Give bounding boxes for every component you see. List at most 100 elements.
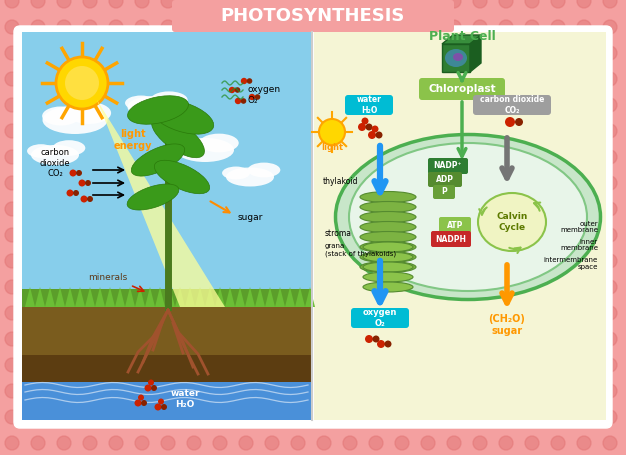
Ellipse shape: [131, 144, 185, 176]
Circle shape: [56, 57, 108, 109]
Circle shape: [603, 280, 617, 294]
Circle shape: [138, 394, 144, 400]
Polygon shape: [285, 287, 295, 307]
Ellipse shape: [226, 167, 274, 187]
Circle shape: [5, 46, 19, 60]
Circle shape: [135, 20, 149, 34]
Text: P: P: [441, 187, 447, 197]
Polygon shape: [35, 287, 45, 307]
Circle shape: [358, 123, 366, 131]
Circle shape: [577, 436, 591, 450]
Ellipse shape: [363, 262, 413, 272]
Polygon shape: [125, 287, 135, 307]
Circle shape: [31, 436, 45, 450]
Circle shape: [31, 0, 45, 8]
Circle shape: [291, 0, 305, 8]
FancyBboxPatch shape: [345, 95, 393, 115]
Circle shape: [291, 20, 305, 34]
Text: water
H₂O: water H₂O: [357, 95, 381, 115]
Circle shape: [5, 228, 19, 242]
Circle shape: [65, 66, 99, 100]
Circle shape: [551, 20, 565, 34]
Ellipse shape: [151, 116, 205, 158]
Polygon shape: [75, 287, 85, 307]
Circle shape: [265, 0, 279, 8]
Circle shape: [447, 0, 461, 8]
Text: minerals: minerals: [88, 273, 128, 282]
Text: NADPH: NADPH: [436, 234, 466, 243]
Circle shape: [148, 379, 154, 385]
Circle shape: [235, 87, 240, 93]
Circle shape: [371, 126, 379, 132]
Circle shape: [525, 20, 539, 34]
Circle shape: [317, 0, 331, 8]
Ellipse shape: [127, 184, 179, 210]
Circle shape: [551, 436, 565, 450]
Circle shape: [151, 385, 157, 391]
Circle shape: [5, 254, 19, 268]
Polygon shape: [105, 287, 115, 307]
Polygon shape: [95, 287, 105, 307]
Ellipse shape: [478, 193, 546, 251]
Circle shape: [395, 0, 409, 8]
Ellipse shape: [445, 49, 467, 67]
Circle shape: [376, 131, 382, 138]
Polygon shape: [442, 35, 481, 44]
Circle shape: [5, 98, 19, 112]
Ellipse shape: [128, 96, 183, 118]
Ellipse shape: [174, 138, 208, 154]
Text: carbon
dioxide
CO₂: carbon dioxide CO₂: [39, 148, 70, 178]
Circle shape: [366, 123, 372, 131]
FancyBboxPatch shape: [428, 172, 462, 187]
Circle shape: [213, 20, 227, 34]
Circle shape: [83, 0, 97, 8]
Circle shape: [85, 180, 91, 186]
Circle shape: [228, 87, 235, 93]
Circle shape: [319, 119, 345, 145]
Text: Plant Cell: Plant Cell: [429, 30, 495, 44]
Circle shape: [499, 0, 513, 8]
Text: carbon dioxide
CO₂: carbon dioxide CO₂: [480, 95, 544, 115]
Text: Chloroplast: Chloroplast: [428, 84, 496, 94]
Ellipse shape: [363, 252, 413, 262]
Polygon shape: [470, 35, 481, 72]
Circle shape: [66, 189, 73, 197]
Polygon shape: [175, 287, 185, 307]
Ellipse shape: [222, 167, 250, 179]
Ellipse shape: [363, 242, 413, 252]
Ellipse shape: [360, 252, 416, 263]
Circle shape: [368, 131, 376, 139]
Polygon shape: [55, 287, 65, 307]
Circle shape: [343, 20, 357, 34]
Circle shape: [57, 436, 71, 450]
FancyBboxPatch shape: [14, 26, 612, 428]
Ellipse shape: [360, 202, 416, 212]
Circle shape: [291, 436, 305, 450]
Polygon shape: [85, 287, 95, 307]
Circle shape: [247, 78, 252, 84]
Circle shape: [343, 0, 357, 8]
Circle shape: [81, 196, 88, 202]
Circle shape: [241, 78, 247, 84]
Circle shape: [603, 228, 617, 242]
Circle shape: [343, 436, 357, 450]
Circle shape: [499, 20, 513, 34]
Circle shape: [5, 150, 19, 164]
Ellipse shape: [176, 138, 234, 162]
Bar: [22, 305, 312, 420]
Circle shape: [239, 20, 253, 34]
Circle shape: [73, 190, 79, 196]
Ellipse shape: [150, 100, 213, 134]
Text: grana
(stack of thylakoids): grana (stack of thylakoids): [325, 243, 396, 257]
Circle shape: [372, 335, 379, 343]
Circle shape: [161, 0, 175, 8]
Circle shape: [551, 0, 565, 8]
Circle shape: [603, 306, 617, 320]
Circle shape: [57, 20, 71, 34]
Ellipse shape: [453, 53, 463, 61]
Text: outer
membrane: outer membrane: [560, 221, 598, 233]
Circle shape: [447, 436, 461, 450]
Ellipse shape: [360, 212, 416, 222]
Ellipse shape: [349, 143, 587, 291]
Ellipse shape: [27, 144, 55, 158]
